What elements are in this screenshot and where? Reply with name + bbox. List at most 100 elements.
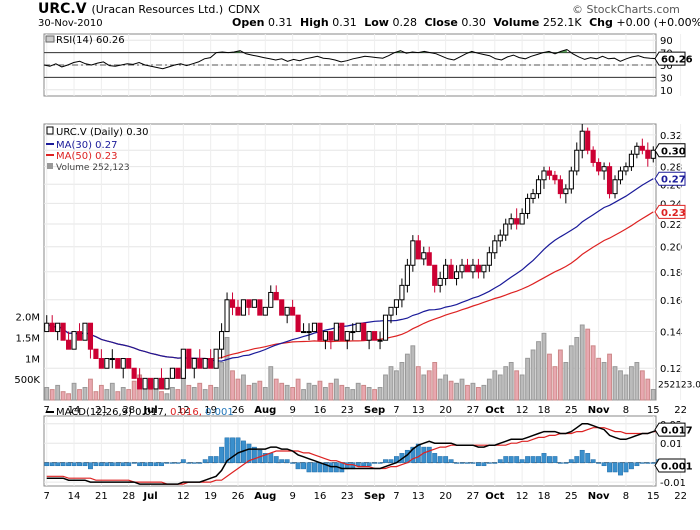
- volume-bar: [120, 387, 126, 401]
- price-panel-frame: [43, 123, 657, 401]
- candle-body: [596, 161, 602, 172]
- macd-x-label: 28: [122, 491, 135, 502]
- candle: [126, 358, 132, 369]
- volume-bar: [612, 366, 618, 401]
- macd-histogram-bar: [448, 459, 454, 463]
- volume-bar: [77, 389, 82, 401]
- macd-histogram-bar: [475, 462, 481, 467]
- candle: [552, 170, 558, 185]
- candle: [366, 331, 372, 350]
- volume-bar: [563, 362, 569, 401]
- candle-body: [579, 130, 585, 151]
- volume-bar: [519, 374, 525, 401]
- volume-legend-swatch: [47, 163, 53, 169]
- macd-x-label: 8: [623, 491, 629, 502]
- value-box-text: 0.001: [661, 462, 693, 473]
- volume-bar: [366, 387, 372, 401]
- macd-histogram-bar: [585, 453, 591, 463]
- volume-bar: [202, 389, 208, 401]
- candle: [153, 377, 159, 390]
- rsi-tick-label: 90: [660, 36, 673, 47]
- macd-histogram-bar: [421, 446, 427, 463]
- volume-value: 252.1K: [542, 16, 582, 29]
- volume-bar: [574, 337, 580, 401]
- macd-histogram-bar: [486, 462, 492, 464]
- macd-histogram-bar: [536, 456, 541, 463]
- candle-body: [235, 306, 241, 316]
- price-x-label: Jul: [142, 405, 157, 416]
- macd-histogram-bar: [197, 462, 203, 464]
- macd-histogram-bar: [437, 456, 443, 463]
- candle: [175, 367, 181, 379]
- macd-histogram-bar: [142, 462, 148, 467]
- candle-body: [404, 264, 410, 286]
- macd-x-label: 12: [516, 491, 529, 502]
- macd-histogram-bar: [415, 443, 421, 463]
- candle-body: [186, 348, 192, 369]
- candle-body: [109, 358, 115, 361]
- candle: [508, 213, 514, 230]
- volume-bar: [634, 362, 640, 401]
- chart-date: 30-Nov-2010: [38, 18, 103, 29]
- candle-body: [486, 252, 492, 266]
- candle: [93, 348, 99, 360]
- candle-body: [71, 331, 77, 350]
- volume-bar: [383, 374, 388, 401]
- candle-body: [546, 170, 553, 176]
- volume-bar: [377, 387, 383, 401]
- candle-body: [104, 358, 110, 369]
- candle-body: [322, 331, 328, 341]
- rsi-tick-label: 50: [660, 61, 673, 72]
- candle-body: [257, 299, 263, 316]
- candle-body: [475, 264, 481, 273]
- candle: [339, 322, 345, 341]
- macd-histogram-bar: [508, 456, 514, 463]
- macd-histogram-bar: [71, 462, 77, 467]
- candle: [317, 322, 323, 341]
- macd-histogram-bar: [525, 456, 531, 463]
- candle: [382, 314, 389, 341]
- candle-body: [563, 188, 569, 195]
- macd-legend: MACD(12,26,9) 0.017, 0.016, 0.001: [46, 407, 234, 418]
- volume-bar: [131, 380, 137, 401]
- volume-bar: [241, 374, 246, 401]
- candle-body: [508, 218, 514, 225]
- volume-bar: [312, 384, 317, 401]
- candle-body: [44, 322, 50, 333]
- volume-bar: [486, 378, 492, 401]
- macd-histogram-bar: [246, 443, 252, 463]
- volume-bar: [257, 380, 263, 401]
- candle: [328, 331, 334, 350]
- candle: [475, 258, 481, 279]
- price-legend-text: URC.V (Daily) 0.30: [56, 127, 149, 138]
- candle: [361, 322, 367, 341]
- volume-bar: [399, 362, 405, 401]
- candle: [639, 138, 645, 155]
- candle-body: [164, 377, 170, 390]
- candle-body: [202, 358, 208, 369]
- volume-bar: [372, 389, 378, 401]
- candle-body: [497, 234, 503, 242]
- volume-bar: [322, 387, 328, 401]
- price-tick-label: 0.22: [660, 220, 682, 231]
- candle-body: [197, 358, 203, 369]
- candle: [295, 314, 301, 333]
- candle-body: [240, 299, 247, 316]
- volume-bar: [443, 374, 449, 401]
- volume-bar: [465, 384, 470, 401]
- candle-body: [158, 377, 165, 390]
- candle: [579, 124, 585, 159]
- macd-histogram-bar: [213, 456, 219, 463]
- candle-body: [49, 322, 55, 333]
- close-value: 0.30: [461, 16, 486, 29]
- candle: [240, 299, 247, 316]
- candle-body: [131, 367, 137, 379]
- candle-body: [519, 212, 525, 225]
- macd-histogram-bar: [541, 453, 547, 463]
- price-tick-label: 0.32: [660, 131, 682, 142]
- candle-body: [60, 322, 66, 341]
- price-tick-label: 0.20: [660, 243, 682, 254]
- candle: [235, 299, 241, 316]
- price-x-label: 25: [565, 405, 578, 416]
